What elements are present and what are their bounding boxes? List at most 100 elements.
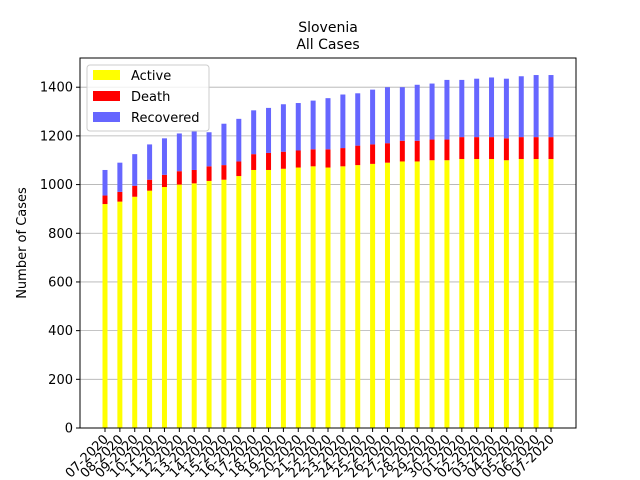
bar-recovered — [161, 138, 167, 175]
bar-death — [459, 137, 465, 160]
legend-label-recovered: Recovered — [131, 111, 200, 126]
bar-death — [489, 137, 495, 160]
bar-death — [132, 185, 138, 197]
bar-active — [503, 160, 509, 428]
bar-active — [399, 161, 405, 428]
bar-recovered — [340, 94, 346, 149]
y-tick-label: 600 — [48, 275, 73, 290]
bar-recovered — [370, 89, 376, 145]
bar-recovered — [489, 77, 495, 138]
bar-active — [295, 167, 301, 428]
y-tick-label: 400 — [48, 324, 73, 339]
bar-death — [295, 150, 301, 168]
bar-death — [370, 144, 376, 164]
bar-death — [384, 143, 390, 163]
x-axis: 07-202008-202009-202010-202011-202012-20… — [63, 428, 558, 480]
bar-active — [132, 196, 138, 428]
bar-active — [176, 184, 182, 428]
bar-death — [117, 191, 123, 202]
bar-death — [161, 174, 167, 188]
bar-death — [399, 140, 405, 162]
bar-active — [489, 159, 495, 429]
bar-active — [117, 201, 123, 428]
bar-recovered — [459, 79, 465, 138]
bar-recovered — [518, 76, 524, 138]
bar-death — [236, 161, 242, 177]
bar-recovered — [206, 132, 212, 167]
bar-active — [191, 183, 197, 428]
bar-recovered — [384, 87, 390, 144]
legend: Active Death Recovered — [86, 64, 210, 132]
bar-death — [251, 154, 257, 170]
bar-active — [533, 159, 539, 429]
bar-recovered — [533, 75, 539, 138]
bar-death — [503, 138, 509, 161]
bar-active — [280, 168, 286, 428]
bar-active — [310, 166, 316, 428]
bar-death — [206, 166, 212, 181]
bar-recovered — [503, 78, 509, 139]
bar-recovered — [147, 144, 153, 180]
bar-active — [459, 159, 465, 429]
y-axis-label: Number of Cases — [15, 187, 30, 299]
bar-recovered — [191, 131, 197, 170]
bar-death — [474, 137, 480, 160]
bar-active — [206, 180, 212, 428]
bar-recovered — [474, 78, 480, 138]
y-tick-label: 1200 — [40, 129, 73, 144]
bar-recovered — [176, 133, 182, 172]
bar-death — [280, 151, 286, 169]
bar-active — [102, 204, 108, 428]
bar-recovered — [117, 162, 123, 192]
legend-swatch-recovered — [93, 112, 120, 122]
bar-active — [147, 190, 153, 428]
bar-active — [266, 169, 272, 428]
bar-death — [548, 137, 554, 160]
bar-death — [310, 149, 316, 167]
bar-active — [221, 179, 227, 428]
bar-recovered — [548, 75, 554, 138]
bar-active — [548, 159, 554, 429]
bar-active — [518, 159, 524, 429]
bar-active — [325, 167, 331, 428]
bar-active — [444, 160, 450, 428]
legend-swatch-death — [93, 91, 120, 101]
bar-recovered — [355, 93, 361, 146]
bar-active — [414, 161, 420, 428]
bar-death — [266, 152, 272, 170]
bar-death — [176, 171, 182, 185]
chart-title: Slovenia — [298, 20, 358, 36]
chart-subtitle: All Cases — [296, 37, 359, 53]
bar-death — [340, 148, 346, 167]
bar-active — [474, 159, 480, 429]
bars — [102, 75, 554, 429]
bar-recovered — [414, 84, 420, 141]
bar-recovered — [429, 83, 435, 140]
bar-death — [355, 145, 361, 166]
bar-death — [414, 140, 420, 162]
bar-active — [161, 187, 167, 428]
bar-death — [102, 195, 108, 205]
bar-death — [325, 149, 331, 168]
bar-death — [518, 137, 524, 160]
bar-recovered — [102, 169, 108, 196]
bar-active — [340, 166, 346, 428]
legend-label-death: Death — [131, 90, 170, 105]
bar-recovered — [325, 98, 331, 150]
bar-recovered — [132, 154, 138, 186]
bar-recovered — [236, 118, 242, 162]
bar-recovered — [221, 123, 227, 166]
bar-active — [370, 163, 376, 428]
bar-recovered — [295, 103, 301, 151]
bar-recovered — [251, 110, 257, 155]
bar-active — [429, 160, 435, 428]
legend-label-active: Active — [131, 69, 171, 84]
y-tick-label: 800 — [48, 227, 73, 242]
bar-death — [147, 179, 153, 191]
y-tick-label: 1000 — [40, 178, 73, 193]
y-tick-label: 0 — [65, 422, 73, 437]
bar-recovered — [280, 104, 286, 152]
bar-death — [191, 169, 197, 184]
bar-active — [236, 176, 242, 428]
